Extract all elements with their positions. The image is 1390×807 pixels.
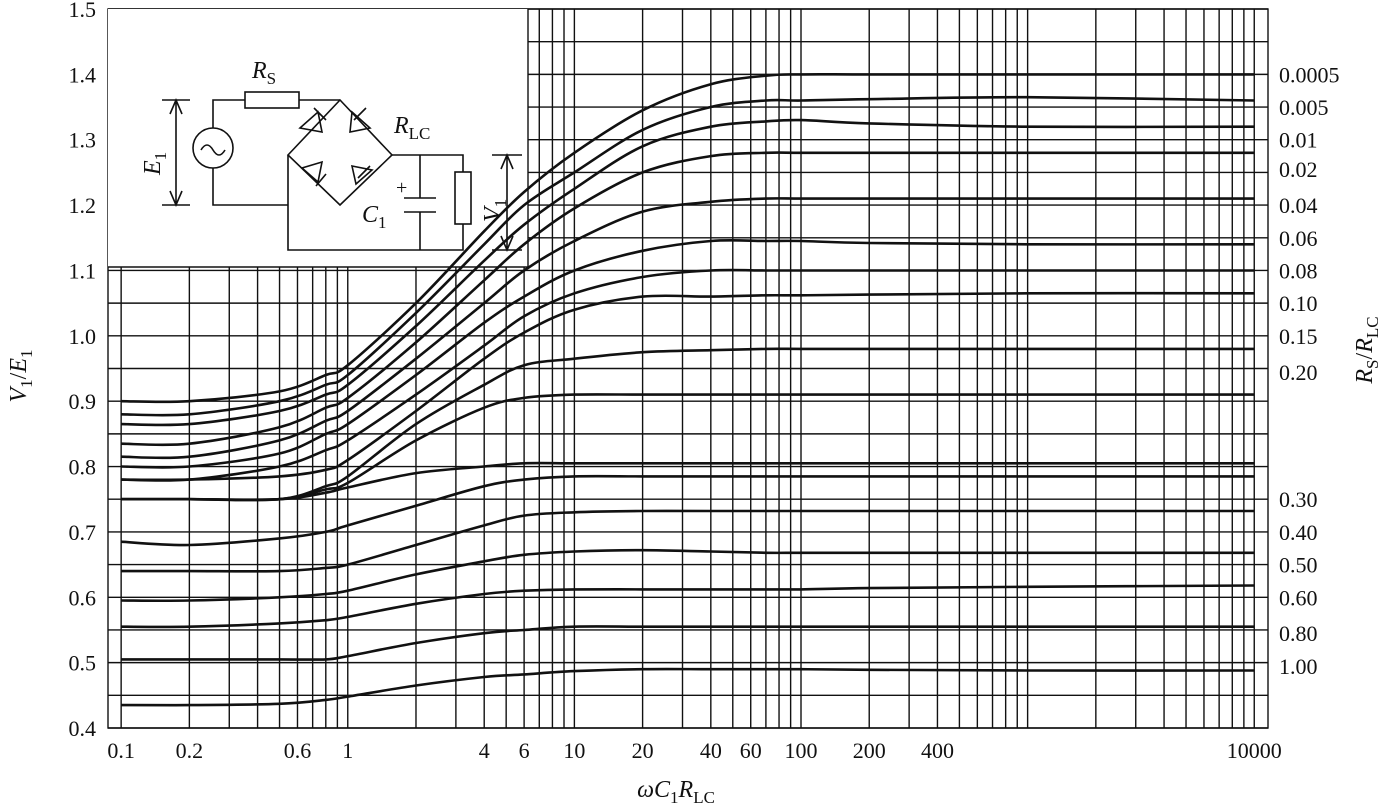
series-label: 0.06 — [1279, 226, 1318, 251]
bridge-bottom-wire — [287, 155, 420, 251]
y-tick-label: 1.0 — [69, 324, 97, 349]
curve-13 — [121, 509, 1255, 573]
curve-8 — [121, 291, 1255, 482]
y-tick-label: 1.4 — [69, 62, 97, 87]
series-label: 0.20 — [1279, 360, 1318, 385]
series-label: 0.10 — [1279, 291, 1318, 316]
curve-15 — [121, 584, 1255, 629]
label-c1: C1 — [362, 202, 387, 232]
curves — [121, 72, 1255, 707]
curve-7 — [121, 268, 1255, 482]
y-tick-label: 0.4 — [69, 716, 97, 741]
diode-1-icon — [298, 107, 327, 133]
curve-12 — [121, 474, 1255, 547]
y-axis-title: V1/E1 — [6, 349, 36, 402]
x-tick-label: 400 — [921, 738, 954, 763]
y-tick-label: 0.6 — [69, 585, 97, 610]
label-e1: E1 — [140, 152, 170, 176]
x-tick-label: 60 — [740, 738, 762, 763]
series-label: 0.30 — [1279, 487, 1318, 512]
x-tick-label: 200 — [853, 738, 886, 763]
y-tick-labels: 0.4 0.5 0.6 0.7 0.8 0.9 1.0 1.1 1.2 1.3 1.4 1.5 — [69, 0, 97, 741]
capacitor-c1-icon — [404, 155, 436, 250]
series-label: 0.01 — [1279, 128, 1318, 153]
series-label: 1.00 — [1279, 654, 1318, 679]
label-v1: V1 — [480, 199, 510, 222]
curve-3 — [121, 118, 1255, 427]
e1-arrow-icon — [162, 97, 190, 208]
y-tick-label: 1.3 — [69, 128, 97, 153]
series-label: 0.0005 — [1279, 62, 1340, 87]
series-labels: 0.0005 0.005 0.01 0.02 0.04 0.06 0.08 0.10 0.15 0… — [1279, 62, 1340, 679]
curve-1 — [121, 72, 1255, 404]
curve-11 — [121, 461, 1255, 501]
x-tick-label: 10000 — [1227, 738, 1282, 763]
circuit-inset: RS RLC E1 C1 V1 + — [108, 9, 529, 268]
x-tick-label: 20 — [632, 738, 654, 763]
diode-3-icon — [300, 160, 327, 187]
source-wire-bottom — [212, 168, 288, 206]
y-tick-label: 0.9 — [69, 389, 97, 414]
label-plus: + — [396, 177, 407, 199]
x-tick-label: 0.6 — [284, 738, 312, 763]
x-axis-title: ωC1RLC — [637, 777, 715, 807]
diode-4-icon — [350, 164, 374, 186]
inset-background — [108, 9, 528, 267]
series-label: 0.15 — [1279, 324, 1318, 349]
curve-2 — [121, 95, 1255, 417]
x-tick-label: 4 — [479, 738, 490, 763]
curve-6 — [121, 238, 1255, 469]
bridge-output-wire — [392, 154, 464, 172]
y-tick-label: 0.8 — [69, 455, 97, 480]
series-label: 0.04 — [1279, 193, 1318, 218]
x-tick-label: 100 — [785, 738, 818, 763]
label-rlc: RLC — [393, 113, 430, 143]
series-label: 0.40 — [1279, 520, 1318, 545]
x-tick-label: 1 — [342, 738, 353, 763]
series-label: 0.80 — [1279, 621, 1318, 646]
x-tick-label: 40 — [700, 738, 722, 763]
x-tick-label: 10 — [563, 738, 585, 763]
y-tick-label: 1.2 — [69, 193, 97, 218]
series-label: 0.60 — [1279, 585, 1318, 610]
curve-5 — [121, 197, 1255, 460]
v1-arrow-icon — [492, 152, 522, 253]
curve-10 — [121, 393, 1255, 502]
y-tick-label: 0.5 — [69, 651, 97, 676]
load-wire — [420, 224, 464, 251]
y-tick-label: 1.1 — [69, 258, 97, 283]
y-tick-label: 1.5 — [69, 0, 97, 22]
ac-source-wave — [200, 144, 226, 156]
x-tick-label: 6 — [519, 738, 530, 763]
curve-14 — [121, 548, 1255, 603]
curve-9 — [121, 347, 1255, 502]
series-label: 0.02 — [1279, 157, 1318, 182]
diode-2-icon — [349, 107, 372, 133]
curve-4 — [121, 151, 1255, 447]
x-tick-label: 0.1 — [107, 738, 135, 763]
x-tick-label: 0.2 — [176, 738, 204, 763]
series-label: 0.08 — [1279, 258, 1318, 283]
x-tick-labels: 0.1 0.2 0.6 1 4 6 10 20 40 60 100 200 400 10000 — [107, 738, 1281, 763]
curve-16 — [121, 625, 1255, 661]
right-axis-title: RS/RLC — [1352, 316, 1382, 384]
series-label: 0.005 — [1279, 95, 1329, 120]
series-label: 0.50 — [1279, 553, 1318, 578]
y-tick-label: 0.7 — [69, 520, 97, 545]
source-wire-top — [212, 99, 245, 128]
label-rs: RS — [251, 58, 276, 88]
curve-17 — [121, 667, 1255, 707]
